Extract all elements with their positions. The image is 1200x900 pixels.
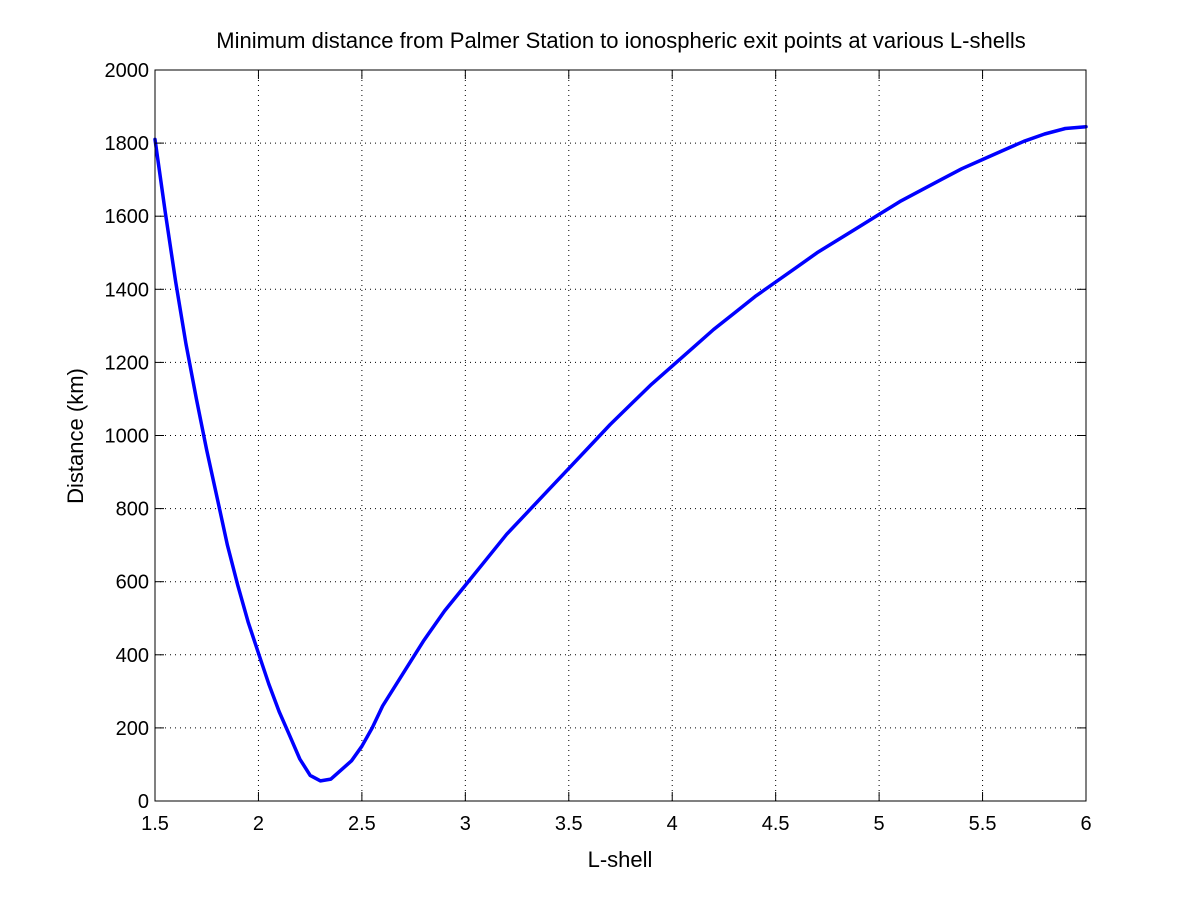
y-tick-label: 1000 (105, 426, 150, 448)
y-tick-label: 200 (116, 718, 149, 740)
x-tick-label: 1.5 (141, 813, 169, 835)
chart-title: Minimum distance from Palmer Station to … (216, 28, 1025, 53)
y-tick-label: 2000 (105, 60, 150, 82)
x-tick-label: 4 (667, 813, 678, 835)
y-tick-label: 800 (116, 499, 149, 521)
y-tick-label: 1800 (105, 133, 150, 155)
x-tick-label: 2.5 (348, 813, 376, 835)
y-tick-label: 600 (116, 572, 149, 594)
x-tick-label: 2 (253, 813, 264, 835)
y-tick-label: 1200 (105, 352, 150, 374)
y-tick-label: 1400 (105, 279, 150, 301)
x-tick-labels: 1.5 2 2.5 3 3.5 4 4.5 5 5.5 6 (141, 813, 1091, 835)
y-tick-label: 0 (138, 791, 149, 813)
x-tick-label: 3.5 (555, 813, 583, 835)
y-tick-labels: 0 200 400 600 800 1000 1200 1400 1600 1800 2000 (105, 60, 150, 813)
y-axis-label: Distance (km) (63, 368, 88, 504)
series-layer (153, 124, 1088, 783)
x-tick-label: 6 (1080, 813, 1091, 835)
y-tick-label: 400 (116, 645, 149, 667)
x-tick-label: 5 (874, 813, 885, 835)
x-axis-label: L-shell (588, 847, 653, 872)
y-tick-label: 1600 (105, 206, 150, 228)
x-tick-label: 4.5 (762, 813, 790, 835)
x-tick-label: 3 (460, 813, 471, 835)
tick-layer (154, 69, 1087, 802)
grid-layer (155, 70, 1086, 801)
series-line (153, 124, 1088, 783)
x-tick-label: 5.5 (969, 813, 997, 835)
